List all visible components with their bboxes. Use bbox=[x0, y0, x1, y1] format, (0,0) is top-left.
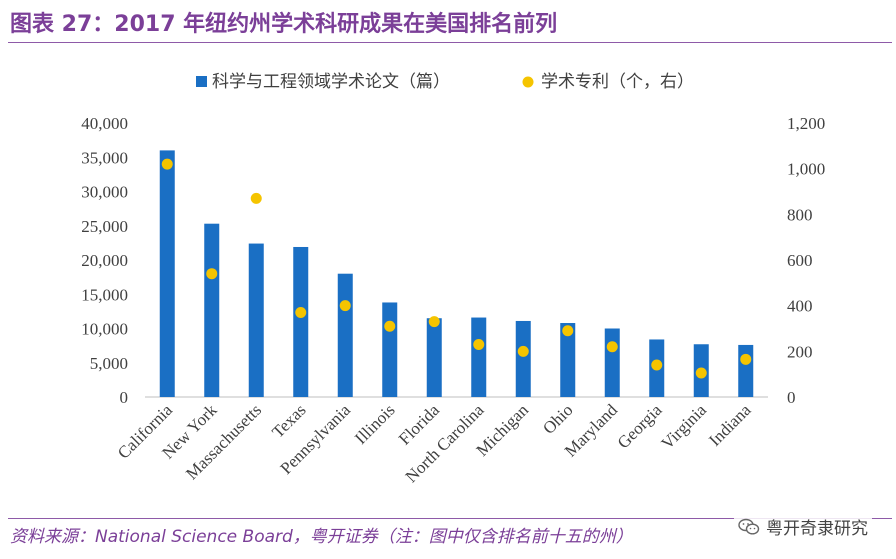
bar-california bbox=[159, 150, 175, 397]
right-axis-tick-label: 800 bbox=[787, 205, 813, 224]
bar-illinois bbox=[382, 302, 398, 397]
legend-bar-label: 科学与工程领域学术论文（篇） bbox=[212, 72, 450, 92]
left-axis: 0 5,000 10,000 15,000 20,000 25,000 30,000 35,0… bbox=[81, 114, 768, 407]
source-note: 资料来源：National Science Board，粤开证券（注：图中仅含排… bbox=[10, 527, 633, 547]
left-axis-tick-label: 25,000 bbox=[81, 217, 128, 236]
bar-new-york bbox=[204, 223, 220, 397]
bar-massachusetts bbox=[248, 243, 264, 397]
left-axis-tick-label: 20,000 bbox=[81, 251, 128, 270]
dot-georgia bbox=[651, 359, 663, 371]
left-axis-tick-label: 0 bbox=[120, 388, 129, 407]
x-axis-tick-label: Virginia bbox=[658, 400, 711, 453]
left-axis-tick-label: 35,000 bbox=[81, 148, 128, 167]
left-axis-tick-label: 10,000 bbox=[81, 320, 128, 339]
dot-series bbox=[161, 158, 752, 379]
right-axis-tick-label: 1,200 bbox=[787, 114, 825, 133]
watermark: 粤开奇隶研究 bbox=[734, 512, 872, 541]
bar-maryland bbox=[604, 328, 620, 397]
legend-bar-swatch bbox=[196, 76, 207, 87]
dot-north-carolina bbox=[473, 338, 485, 350]
right-axis-tick-label: 0 bbox=[787, 388, 796, 407]
title-divider bbox=[8, 42, 892, 43]
dot-texas bbox=[295, 307, 307, 319]
legend-dot-label: 学术专利（个，右） bbox=[541, 72, 694, 92]
dot-virginia bbox=[695, 367, 707, 379]
dot-massachusetts bbox=[250, 192, 262, 204]
right-axis-tick-label: 600 bbox=[787, 251, 813, 270]
bar-florida bbox=[426, 318, 442, 397]
dot-california bbox=[161, 158, 173, 170]
x-axis-tick-label: Texas bbox=[268, 400, 309, 441]
x-axis-tick-label: Georgia bbox=[614, 400, 666, 452]
bar-michigan bbox=[515, 320, 531, 397]
bar-series bbox=[159, 150, 754, 397]
left-axis-tick-label: 40,000 bbox=[81, 114, 128, 133]
x-axis-tick-label: Indiana bbox=[705, 400, 755, 450]
right-axis-tick-label: 1,000 bbox=[787, 160, 825, 179]
watermark-text: 粤开奇隶研究 bbox=[766, 519, 868, 539]
dot-pennsylvania bbox=[339, 300, 351, 312]
dot-maryland bbox=[606, 341, 618, 353]
left-axis-tick-label: 15,000 bbox=[81, 285, 128, 304]
dot-ohio bbox=[562, 325, 574, 337]
right-axis: 0 200 400 600 800 1,000 1,200 bbox=[787, 114, 825, 407]
chart-area: 科学与工程领域学术论文（篇） 学术专利（个，右） 0 5,000 10,000 15,0… bbox=[81, 72, 825, 486]
bar-indiana bbox=[738, 344, 754, 397]
legend: 科学与工程领域学术论文（篇） 学术专利（个，右） bbox=[196, 72, 694, 92]
bar-north-carolina bbox=[471, 317, 487, 397]
left-axis-tick-label: 30,000 bbox=[81, 183, 128, 202]
dot-indiana bbox=[740, 353, 752, 365]
right-axis-tick-label: 400 bbox=[787, 297, 813, 316]
x-axis-tick-label: Ohio bbox=[539, 400, 576, 437]
bar-ohio bbox=[560, 323, 576, 397]
bar-pennsylvania bbox=[337, 273, 353, 397]
left-axis-tick-label: 5,000 bbox=[90, 354, 128, 373]
dot-illinois bbox=[384, 320, 396, 332]
wechat-icon bbox=[738, 518, 760, 535]
chart-title: 图表 27：2017 年纽约州学术科研成果在美国排名前列 bbox=[10, 12, 558, 37]
dot-new-york bbox=[206, 268, 218, 280]
dot-michigan bbox=[517, 345, 529, 357]
bar-texas bbox=[293, 246, 309, 397]
source-divider bbox=[8, 518, 892, 519]
dot-florida bbox=[428, 316, 440, 328]
x-axis-tick-label: Illinois bbox=[351, 400, 398, 447]
right-axis-tick-label: 200 bbox=[787, 342, 813, 361]
legend-dot-swatch bbox=[522, 76, 534, 88]
